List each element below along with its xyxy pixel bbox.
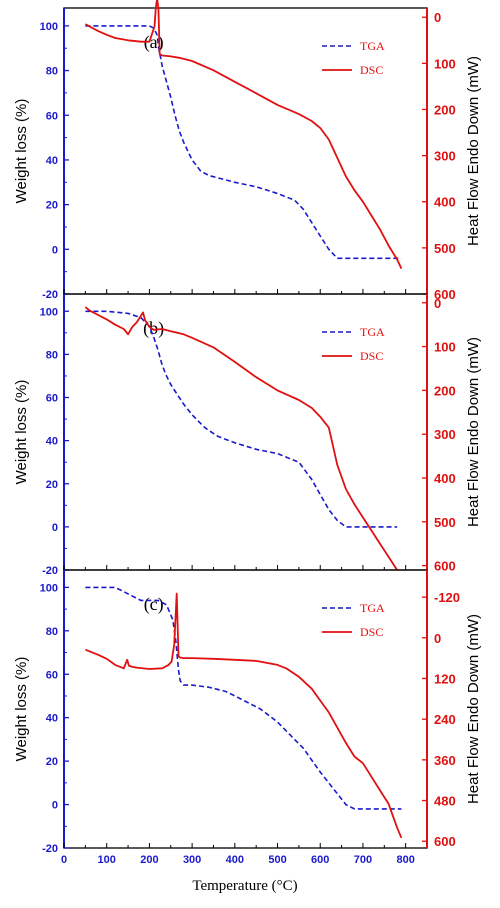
series-line-dsc — [84, 0, 403, 269]
right-tick-label: 100 — [434, 340, 456, 355]
right-tick-label: 600 — [434, 287, 456, 302]
left-tick-label: 60 — [46, 393, 58, 405]
x-tick-label: 500 — [268, 854, 286, 866]
left-tick-label: 40 — [46, 436, 58, 448]
right-y-axis-label: Heat Flow Endo Down (mW) — [465, 337, 482, 527]
x-tick-label: 700 — [354, 854, 372, 866]
right-tick-label: 0 — [434, 10, 441, 25]
legend-label-dsc: DSC — [360, 349, 383, 363]
left-tick-label: 40 — [46, 155, 58, 167]
x-tick-label: 400 — [226, 854, 244, 866]
right-tick-label: 500 — [434, 241, 456, 256]
left-tick-label: 80 — [46, 66, 58, 78]
legend-label-tga: TGA — [360, 601, 385, 615]
right-tick-label: 200 — [434, 102, 456, 117]
x-tick-label: 200 — [140, 854, 158, 866]
series-line-tga — [85, 310, 398, 528]
right-tick-label: 300 — [434, 427, 456, 442]
left-tick-label: 20 — [46, 200, 58, 212]
x-tick-label: 800 — [396, 854, 414, 866]
right-tick-label: -120 — [434, 590, 460, 605]
right-tick-label: 300 — [434, 149, 456, 164]
panel-b: -20 0 20 40 60 80 100 600 500 400 300 200 100 0 Weight… — [13, 293, 482, 577]
left-tick-label: 0 — [52, 244, 58, 256]
left-tick-label: 20 — [46, 756, 58, 768]
right-tick-label: 120 — [434, 671, 456, 686]
left-tick-label: 0 — [52, 800, 58, 812]
legend-label-tga: TGA — [360, 39, 385, 53]
series-line-dsc — [84, 306, 398, 571]
left-tick-label: 100 — [40, 21, 58, 33]
left-tick-label: 20 — [46, 479, 58, 491]
series-line-tga — [85, 586, 402, 810]
right-y-axis-label: Heat Flow Endo Down (mW) — [465, 56, 482, 246]
right-tick-label: 600 — [434, 834, 456, 849]
legend-label-dsc: DSC — [360, 625, 383, 639]
right-tick-label: 0 — [434, 631, 441, 646]
series-line-tga — [85, 25, 402, 260]
legend-label-dsc: DSC — [360, 63, 383, 77]
left-tick-label: -20 — [42, 289, 58, 301]
left-tick-label: 100 — [40, 306, 58, 318]
left-tick-label: 40 — [46, 713, 58, 725]
x-tick-label: 100 — [98, 854, 116, 866]
left-tick-label: 60 — [46, 110, 58, 122]
panel-a: -20 0 20 40 60 80 100 600 500 400 300 200 100 0 Weight… — [13, 0, 482, 302]
right-tick-label: 0 — [434, 296, 441, 311]
legend-label-tga: TGA — [360, 325, 385, 339]
left-tick-label: 100 — [40, 582, 58, 594]
right-tick-label: 400 — [434, 471, 456, 486]
left-tick-label: 80 — [46, 626, 58, 638]
x-tick-label: 600 — [311, 854, 329, 866]
right-tick-label: 100 — [434, 56, 456, 71]
left-tick-label: 0 — [52, 522, 58, 534]
x-axis-label: Temperature (°C) — [192, 878, 297, 894]
left-y-axis-label: Weight loss (%) — [13, 99, 30, 204]
right-tick-label: 200 — [434, 383, 456, 398]
right-tick-label: 360 — [434, 753, 456, 768]
panel-label: (b) — [143, 318, 164, 339]
x-tick-label: 0 — [61, 854, 67, 866]
chart-panels: -200204060801006005004003002001000Weight… — [13, 0, 482, 866]
left-tick-label: -20 — [42, 843, 58, 855]
left-tick-label: 60 — [46, 669, 58, 681]
left-tick-label: 80 — [46, 349, 58, 361]
x-tick-label: 300 — [183, 854, 201, 866]
left-tick-label: -20 — [42, 565, 58, 577]
panel-label: (c) — [144, 594, 164, 615]
left-y-axis-label: Weight loss (%) — [13, 380, 30, 485]
series-line-dsc — [85, 592, 403, 839]
right-tick-label: 240 — [434, 712, 456, 727]
right-y-axis-label: Heat Flow Endo Down (mW) — [465, 614, 482, 804]
right-tick-label: 400 — [434, 195, 456, 210]
right-tick-label: 600 — [434, 559, 456, 574]
right-tick-label: 480 — [434, 794, 456, 809]
left-y-axis-label: Weight loss (%) — [13, 657, 30, 762]
right-tick-label: 500 — [434, 515, 456, 530]
